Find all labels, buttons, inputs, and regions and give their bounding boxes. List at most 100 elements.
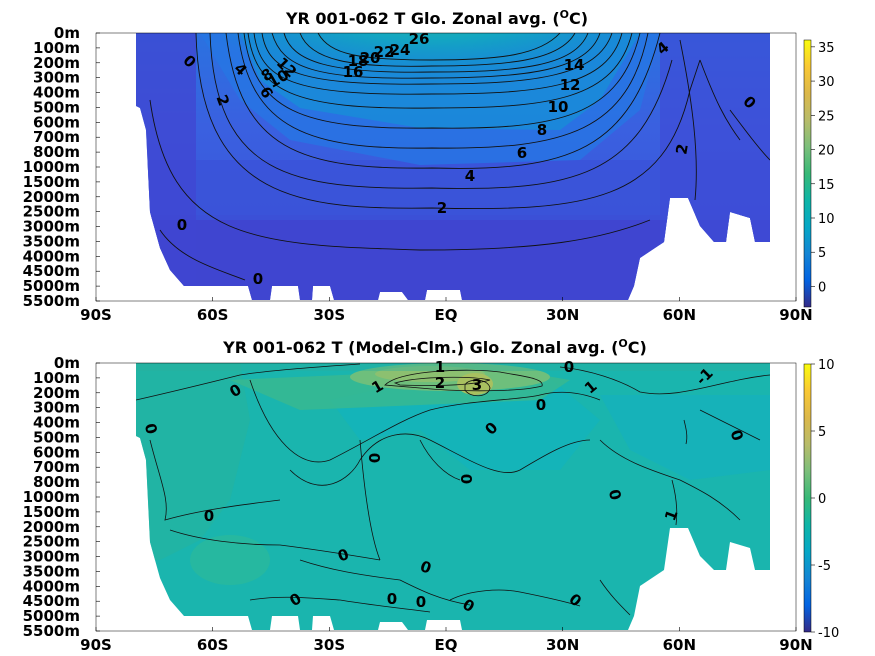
x-tick-label: 90N bbox=[779, 636, 812, 654]
contour-label: 0 bbox=[141, 421, 161, 436]
y-tick-label: 4500m bbox=[23, 262, 80, 280]
panel-bottom-y-axis: 0m100m200m300m400m500m600m700m800m1000m1… bbox=[23, 354, 100, 640]
panel-top-title: YR 001-062 T Glo. Zonal avg. (OC) bbox=[285, 8, 588, 29]
panel-bottom-colorbar: 10 5 0 -5 -10 bbox=[803, 358, 839, 641]
y-tick-label: 3000m bbox=[23, 218, 80, 236]
colorbar-tick-label: 30 bbox=[818, 75, 835, 90]
y-tick-label: 400m bbox=[33, 414, 80, 432]
y-tick-label: 0m bbox=[54, 354, 80, 372]
y-tick-label: 500m bbox=[33, 98, 80, 116]
contour-label: 10 bbox=[548, 98, 569, 116]
y-tick-label: 5000m bbox=[23, 277, 80, 295]
x-tick-label: 60N bbox=[663, 636, 696, 654]
y-tick-label: 600m bbox=[33, 443, 80, 461]
y-tick-label: 700m bbox=[33, 128, 80, 146]
y-tick-label: 2500m bbox=[23, 533, 80, 551]
contour-label: 2 bbox=[437, 199, 447, 217]
y-tick-label: 3500m bbox=[23, 232, 80, 250]
contour-label: 8 bbox=[537, 121, 547, 139]
contour-label: 3 bbox=[472, 376, 482, 394]
colorbar-tick-label: 25 bbox=[818, 109, 835, 124]
x-tick-label: 60S bbox=[197, 636, 229, 654]
y-tick-label: 4500m bbox=[23, 592, 80, 610]
y-tick-label: 600m bbox=[33, 113, 80, 131]
colorbar-tick-label: 10 bbox=[818, 212, 835, 227]
contour-label: 0 bbox=[605, 487, 625, 502]
colorbar-tick-label: 20 bbox=[818, 144, 835, 159]
y-tick-label: 3000m bbox=[23, 548, 80, 566]
contour-label: 2 bbox=[672, 142, 692, 155]
x-tick-label: 90S bbox=[80, 636, 112, 654]
contour-label: 20 bbox=[360, 49, 381, 67]
panel-top-colorbar-ticks: 35 30 25 20 15 10 5 0 bbox=[811, 41, 835, 295]
y-tick-label: 1000m bbox=[23, 488, 80, 506]
colorbar-tick-label: 5 bbox=[818, 425, 826, 440]
contour-label: 4 bbox=[465, 167, 475, 185]
y-tick-label: 700m bbox=[33, 458, 80, 476]
y-tick-label: 4000m bbox=[23, 577, 80, 595]
y-tick-label: 1000m bbox=[23, 158, 80, 176]
colorbar-tick-label: 0 bbox=[818, 492, 826, 507]
panel-top-colorbar: 35 30 25 20 15 10 5 0 bbox=[803, 39, 835, 308]
y-tick-label: 1500m bbox=[23, 503, 80, 521]
y-tick-label: 4000m bbox=[23, 247, 80, 265]
colorbar-tick-label: -5 bbox=[818, 559, 831, 574]
colorbar-tick-label: 15 bbox=[818, 178, 835, 193]
colorbar-tick-label: 5 bbox=[818, 246, 826, 261]
contour-label: 24 bbox=[390, 41, 411, 59]
y-tick-label: 1500m bbox=[23, 173, 80, 191]
panel-top-y-axis: 0m100m200m300m400m500m600m700m800m1000m1… bbox=[23, 24, 100, 310]
x-tick-label: 30N bbox=[546, 306, 579, 324]
panel-top-contours bbox=[149, 33, 770, 281]
panel-bottom: YR 001-062 T (Model-Clm.) Glo. Zonal avg… bbox=[23, 337, 840, 655]
y-tick-label: 200m bbox=[33, 54, 80, 72]
y-tick-label: 800m bbox=[33, 143, 80, 161]
contour-label: 0 bbox=[387, 590, 397, 608]
y-tick-label: 5500m bbox=[23, 622, 80, 640]
panel-bottom-colorbar-ticks: 10 5 0 -5 -10 bbox=[811, 358, 839, 641]
contour-label: 26 bbox=[409, 30, 430, 48]
panel-top-contour-labels: 26 24 22 20 18 16 14 12 10 8 6 4 2 0 12 … bbox=[177, 30, 760, 288]
contour-label: 0 bbox=[536, 396, 546, 414]
contour-label: 0 bbox=[564, 358, 574, 376]
y-tick-label: 0m bbox=[54, 24, 80, 42]
contour-label: 0 bbox=[177, 216, 187, 234]
colorbar-tick-label: 35 bbox=[818, 41, 835, 56]
y-tick-label: 5500m bbox=[23, 292, 80, 310]
panel-bottom-title: YR 001-062 T (Model-Clm.) Glo. Zonal avg… bbox=[222, 337, 647, 358]
contour-label: 16 bbox=[343, 63, 364, 81]
contour-label: 0 bbox=[365, 453, 383, 463]
contour-label: 1 bbox=[435, 358, 445, 376]
y-tick-label: 100m bbox=[33, 39, 80, 57]
x-tick-label: 30S bbox=[313, 306, 345, 324]
y-tick-label: 500m bbox=[33, 428, 80, 446]
colorbar-tick-label: 0 bbox=[818, 280, 826, 295]
contour-label: 0 bbox=[416, 593, 426, 611]
y-tick-label: 300m bbox=[33, 69, 80, 87]
y-tick-label: 3500m bbox=[23, 562, 80, 580]
x-tick-label: 30N bbox=[546, 636, 579, 654]
contour-label: 18 bbox=[348, 52, 369, 70]
y-tick-label: 2000m bbox=[23, 518, 80, 536]
x-tick-label: EQ bbox=[435, 306, 458, 324]
y-tick-label: 5000m bbox=[23, 607, 80, 625]
y-tick-label: 100m bbox=[33, 369, 80, 387]
y-tick-label: 200m bbox=[33, 384, 80, 402]
panel-bottom-contours bbox=[136, 363, 770, 616]
x-tick-label: EQ bbox=[435, 636, 458, 654]
contour-label: 2 bbox=[435, 374, 445, 392]
contour-label: 12 bbox=[560, 76, 581, 94]
contour-label: 0 bbox=[457, 474, 475, 484]
contour-label: 6 bbox=[517, 144, 527, 162]
x-tick-label: 90S bbox=[80, 306, 112, 324]
y-tick-label: 800m bbox=[33, 473, 80, 491]
y-tick-label: 2000m bbox=[23, 188, 80, 206]
contour-label: 0 bbox=[253, 270, 263, 288]
contour-label: 14 bbox=[564, 56, 585, 74]
x-tick-label: 30S bbox=[313, 636, 345, 654]
x-tick-label: 90N bbox=[779, 306, 812, 324]
panel-top: YR 001-062 T Glo. Zonal avg. (OC) bbox=[23, 8, 835, 325]
panel-top-field bbox=[136, 33, 770, 300]
panel-bottom-x-axis: 90S 60S 30S EQ 30N 60N 90N bbox=[80, 627, 813, 654]
